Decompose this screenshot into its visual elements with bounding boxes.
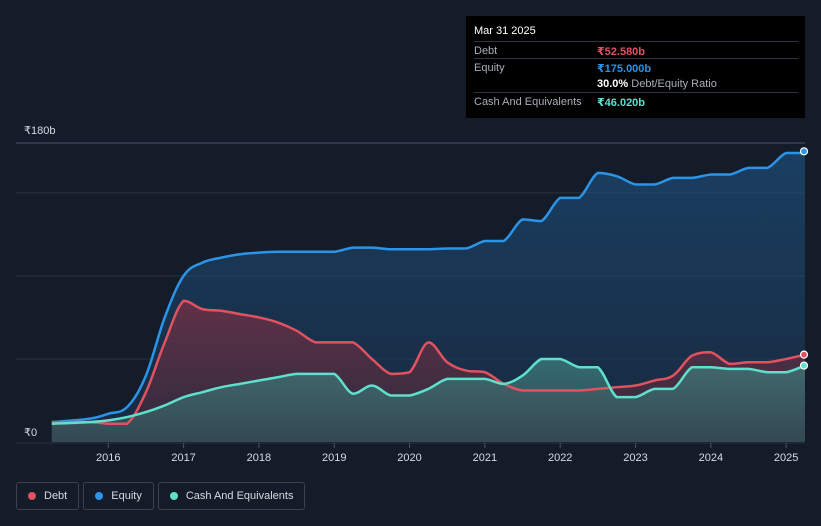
tooltip-debt-value: ₹52.580b bbox=[597, 46, 646, 58]
x-tick-label: 2025 bbox=[774, 452, 798, 464]
x-tick-label: 2016 bbox=[96, 452, 120, 464]
tooltip-row-equity: Equity ₹175.000b bbox=[474, 58, 798, 76]
line-debt bbox=[51, 299, 806, 425]
legend-item-debt[interactable]: Debt bbox=[16, 482, 80, 510]
x-tick-label: 2022 bbox=[548, 452, 572, 464]
legend-dot-cash-icon bbox=[169, 492, 178, 500]
legend-label-cash: Cash And Equivalents bbox=[185, 490, 294, 502]
x-tick-label: 2020 bbox=[397, 452, 421, 464]
tooltip-ratio-label: Debt/Equity Ratio bbox=[631, 78, 717, 90]
tooltip-ratio-value: 30.0% bbox=[597, 78, 629, 90]
legend-item-equity[interactable]: Equity bbox=[83, 482, 154, 510]
tooltip-equity-value: ₹175.000b bbox=[597, 63, 652, 75]
tooltip-debt-label: Debt bbox=[474, 45, 498, 57]
line-equity bbox=[51, 150, 808, 424]
endpoint-cash bbox=[799, 361, 809, 370]
y-tick-label: ₹0 bbox=[24, 427, 37, 439]
tooltip-cash-label: Cash And Equivalents bbox=[474, 96, 582, 108]
x-tick-label: 2017 bbox=[171, 452, 195, 464]
x-tick-label: 2023 bbox=[623, 452, 647, 464]
series-lines bbox=[51, 147, 809, 425]
area-cash bbox=[51, 358, 805, 442]
chart-legend: Debt Equity Cash And Equivalents bbox=[16, 482, 309, 510]
tooltip-panel: Mar 31 2025 Debt ₹52.580b Equity ₹175.00… bbox=[466, 16, 805, 118]
tooltip-equity-label: Equity bbox=[474, 62, 505, 74]
y-tick-label: ₹180b bbox=[24, 125, 55, 137]
series-areas bbox=[51, 151, 807, 443]
x-tick-label: 2024 bbox=[699, 452, 723, 464]
line-cash bbox=[51, 357, 806, 425]
tooltip-row-cash: Cash And Equivalents ₹46.020b bbox=[474, 92, 798, 110]
x-tick-label: 2021 bbox=[473, 452, 497, 464]
legend-item-cash[interactable]: Cash And Equivalents bbox=[157, 482, 306, 510]
tooltip-ratio: 30.0% Debt/Equity Ratio bbox=[597, 78, 717, 90]
endpoint-debt bbox=[799, 350, 809, 359]
x-tick-label: 2019 bbox=[322, 452, 346, 464]
legend-dot-equity-icon bbox=[95, 492, 104, 500]
x-tick-label: 2018 bbox=[247, 452, 271, 464]
tooltip-cash-value: ₹46.020b bbox=[597, 97, 646, 109]
legend-dot-debt-icon bbox=[28, 492, 36, 500]
endpoint-equity bbox=[799, 147, 809, 156]
tooltip-row-debt: Debt ₹52.580b bbox=[474, 41, 798, 59]
axis-labels: ₹180b ₹0 2016 2017 2018 2019 2020 2021 2022 2023 2… bbox=[24, 125, 798, 464]
legend-label-equity: Equity bbox=[111, 490, 142, 502]
tooltip-row-ratio: 30.0% Debt/Equity Ratio bbox=[474, 75, 798, 92]
legend-label-debt: Debt bbox=[44, 490, 68, 502]
tooltip-date: Mar 31 2025 bbox=[474, 25, 536, 37]
